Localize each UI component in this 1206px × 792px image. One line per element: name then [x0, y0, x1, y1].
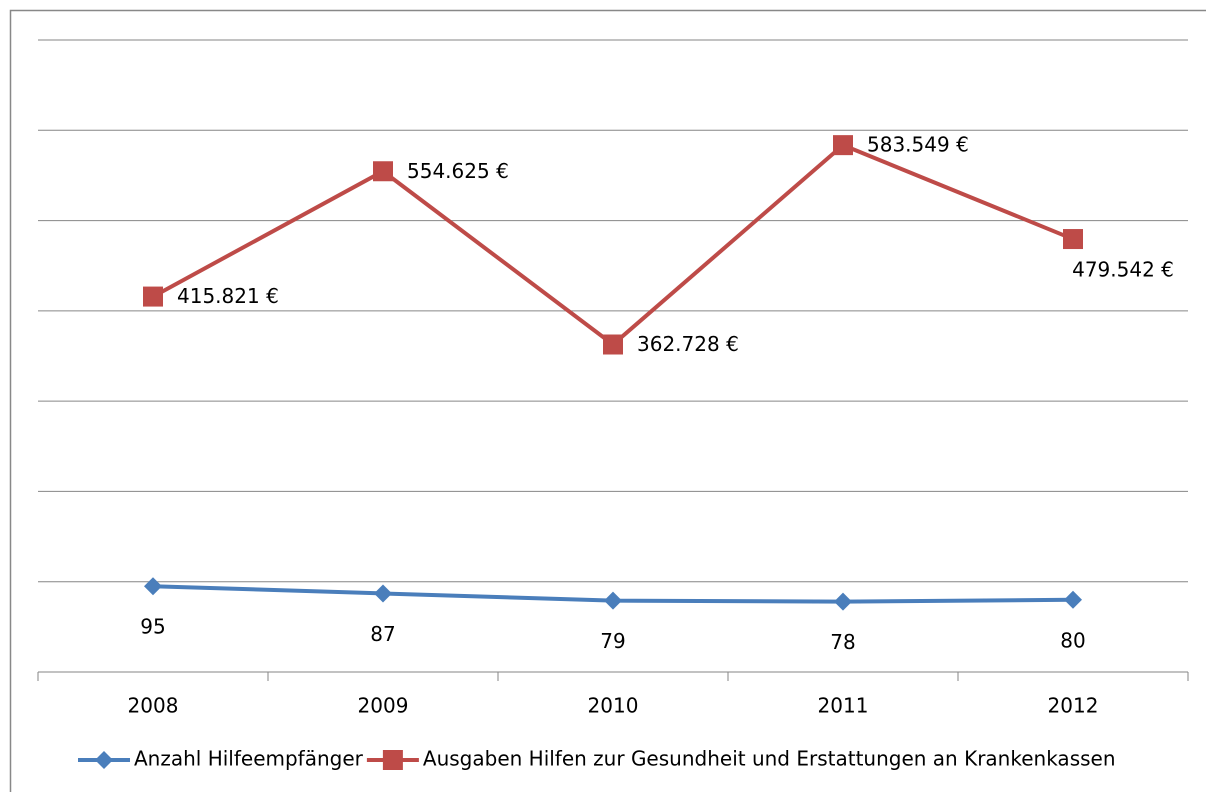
data-label: 554.625 €: [407, 159, 509, 183]
x-tick-label: 2011: [818, 694, 869, 718]
data-label: 78: [830, 630, 855, 654]
data-label: 87: [370, 622, 395, 646]
data-point: [1064, 590, 1082, 609]
data-label: 583.549 €: [867, 133, 969, 157]
legend-marker: [95, 751, 113, 769]
data-label: 362.728 €: [637, 332, 739, 356]
data-label: 95: [140, 615, 165, 639]
x-tick-label: 2009: [358, 694, 409, 718]
data-label: 415.821 €: [177, 284, 279, 308]
data-point: [1063, 229, 1083, 250]
data-point: [143, 286, 163, 307]
legend-label: Anzahl Hilfeempfänger: [134, 747, 364, 771]
x-tick-label: 2012: [1048, 694, 1099, 718]
data-point: [604, 591, 622, 610]
x-tick-label: 2008: [128, 694, 179, 718]
data-point: [373, 161, 393, 182]
legend-marker: [382, 750, 403, 770]
data-label: 479.542 €: [1072, 258, 1174, 282]
data-point: [603, 334, 623, 355]
data-point: [144, 577, 162, 596]
legend-label: Ausgaben Hilfen zur Gesundheit und Ersta…: [423, 747, 1116, 771]
data-point: [833, 135, 853, 156]
data-label: 79: [600, 629, 625, 653]
data-point: [374, 584, 392, 603]
x-tick-label: 2010: [588, 694, 639, 718]
data-label: 80: [1060, 628, 1085, 652]
data-point: [834, 592, 852, 611]
